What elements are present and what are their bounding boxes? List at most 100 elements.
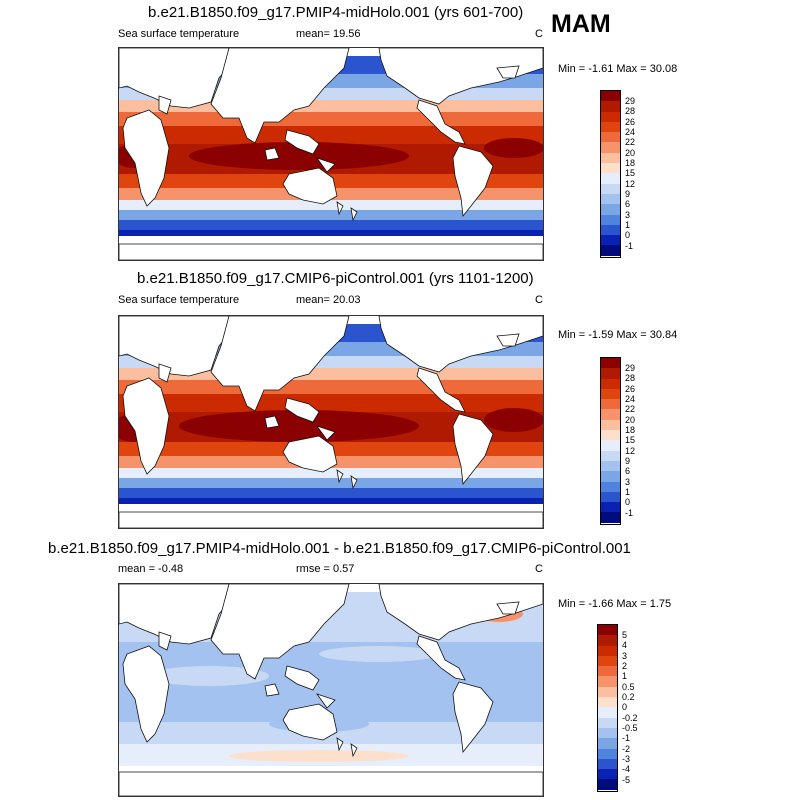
colorbar-2-tick: 9 (625, 456, 631, 466)
colorbar-3-swatch (598, 717, 617, 728)
colorbar-3-swatch (598, 769, 617, 780)
panel-2-min-max: Min = -1.59 Max = 30.84 (558, 329, 678, 341)
colorbar-3-tick: -4 (622, 764, 631, 774)
panel-1-min-max: Min = -1.61 Max = 30.08 (558, 63, 678, 75)
colorbar-3-swatch (598, 758, 617, 770)
colorbar-3-swatch (598, 625, 617, 636)
season-label: MAM (551, 10, 611, 38)
panel-3-map-svg (119, 584, 543, 796)
colorbar-3-swatch (598, 655, 617, 667)
colorbar-1-swatch (601, 121, 620, 133)
panel-3-min-max: Min = -1.66 Max = 1.75 (558, 598, 672, 610)
colorbar-1-tick: 12 (625, 179, 636, 189)
colorbar-1-tick: 20 (625, 148, 636, 158)
colorbar-3-swatch (598, 727, 617, 739)
colorbar-1-swatch (601, 101, 620, 112)
colorbar-1-tick: 6 (625, 199, 631, 209)
colorbar-3-swatch (598, 645, 617, 656)
panel-2-mean-label: mean= 20.03 (296, 294, 361, 306)
panel-1-colorbar (600, 90, 621, 258)
colorbar-2-tick: 20 (625, 415, 636, 425)
colorbar-1-swatch (601, 111, 620, 122)
panel-1-units: C (535, 28, 543, 40)
panel-3-colorbar (597, 624, 618, 792)
colorbar-1-swatch (601, 214, 620, 225)
colorbar-1-swatch (601, 224, 620, 236)
colorbar-3-tick: 0 (622, 702, 628, 712)
panel-2-title: b.e21.B1850.f09_g17.CMIP6-piControl.001 … (137, 270, 534, 287)
colorbar-2-swatch (601, 409, 620, 420)
colorbar-1-tick: 0 (625, 230, 631, 240)
panel-2-map (118, 315, 544, 529)
colorbar-3-swatch (598, 738, 617, 749)
colorbar-2-swatch (601, 399, 620, 410)
colorbar-3-tick: 2 (622, 661, 628, 671)
colorbar-3-tick: -3 (622, 754, 631, 764)
colorbar-1-swatch (601, 193, 620, 205)
colorbar-2-swatch (601, 419, 620, 431)
colorbar-1-swatch (601, 91, 620, 102)
colorbar-2-tick: 18 (625, 425, 636, 435)
colorbar-3-swatch (598, 748, 617, 759)
colorbar-1-tick: 26 (625, 117, 636, 127)
colorbar-3-tick: -1 (622, 733, 631, 743)
panel-1-variable-label: Sea surface temperature (118, 28, 240, 40)
colorbar-2-tick: 0 (625, 497, 631, 507)
colorbar-3-tick: -0.5 (622, 723, 638, 733)
colorbar-3-tick: -0.2 (622, 713, 638, 723)
colorbar-2-swatch (601, 460, 620, 472)
colorbar-2-tick: 1 (625, 487, 631, 497)
colorbar-3-tick: 5 (622, 630, 628, 640)
colorbar-3-swatch (598, 676, 617, 687)
colorbar-2-swatch (601, 430, 620, 441)
colorbar-2-swatch (601, 368, 620, 379)
colorbar-2-swatch (601, 471, 620, 482)
colorbar-1-tick: -1 (625, 241, 634, 251)
colorbar-2-tick: 29 (625, 363, 636, 373)
panel-3-title: b.e21.B1850.f09_g17.PMIP4-midHolo.001 - … (48, 540, 631, 557)
colorbar-2-tick: 26 (625, 384, 636, 394)
colorbar-2-tick: -1 (625, 508, 634, 518)
panel-1-map (118, 47, 544, 261)
colorbar-1-tick: 24 (625, 127, 636, 137)
panel-3-rmse-label: rmse = 0.57 (296, 563, 355, 575)
colorbar-2-swatch (601, 450, 620, 461)
colorbar-1-swatch (601, 183, 620, 194)
colorbar-3-swatch (598, 666, 617, 677)
colorbar-3-swatch (598, 697, 617, 708)
colorbar-3-swatch (598, 686, 617, 698)
colorbar-2-swatch (601, 388, 620, 400)
colorbar-3-tick: -5 (622, 775, 631, 785)
colorbar-2-tick: 3 (625, 477, 631, 487)
colorbar-1-tick: 15 (625, 168, 636, 178)
colorbar-2-swatch (601, 491, 620, 503)
colorbar-3-tick: 4 (622, 640, 628, 650)
colorbar-1-tick: 1 (625, 220, 631, 230)
continents-panel-3 (119, 584, 543, 796)
colorbar-1-swatch (601, 132, 620, 143)
colorbar-3-swatch (598, 779, 617, 790)
colorbar-3-tick: 0.5 (622, 682, 635, 692)
colorbar-3-tick: 3 (622, 651, 628, 661)
colorbar-1-swatch (601, 204, 620, 215)
colorbar-1-swatch (601, 245, 620, 256)
colorbar-3-tick: -2 (622, 744, 631, 754)
colorbar-2-swatch (601, 512, 620, 523)
colorbar-1-tick: 29 (625, 96, 636, 106)
colorbar-1-swatch (601, 173, 620, 184)
colorbar-1-tick: 18 (625, 158, 636, 168)
colorbar-2-swatch (601, 481, 620, 492)
panel-1-mean-label: mean= 19.56 (296, 28, 361, 40)
colorbar-1-swatch (601, 152, 620, 164)
colorbar-1-swatch (601, 163, 620, 174)
colorbar-2-tick: 28 (625, 373, 636, 383)
colorbar-1-tick: 3 (625, 210, 631, 220)
colorbar-3-tick: 0.2 (622, 692, 635, 702)
colorbar-1-tick: 22 (625, 137, 636, 147)
colorbar-2-tick: 12 (625, 446, 636, 456)
panel-1-title: b.e21.B1850.f09_g17.PMIP4-midHolo.001 (y… (148, 4, 524, 21)
panel-3-units: C (535, 563, 543, 575)
colorbar-2-swatch (601, 358, 620, 369)
colorbar-2-tick: 6 (625, 466, 631, 476)
panel-2-map-svg (119, 316, 543, 528)
